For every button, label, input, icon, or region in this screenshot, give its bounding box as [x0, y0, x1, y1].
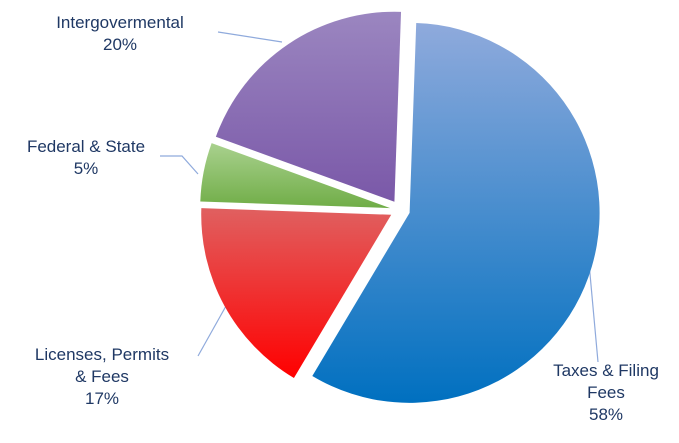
label-intergovernmental: Intergovermental 20% — [20, 12, 220, 56]
label-taxes-name-line1: Taxes & Filing — [553, 361, 659, 380]
pie-slice-licenses — [201, 208, 392, 378]
pie-slice-taxes — [312, 22, 600, 403]
label-taxes-name-line2: Fees — [587, 383, 625, 402]
pie-slices — [200, 11, 600, 403]
label-licenses-pct: 17% — [84, 389, 120, 408]
leader-line-licenses — [197, 305, 227, 357]
label-federal-state-name: Federal & State — [26, 137, 146, 156]
pie-slice-federal — [200, 143, 391, 209]
label-federal-state-pct: 5% — [73, 159, 99, 178]
label-taxes-filing-fees: Taxes & Filing Fees 58% — [536, 360, 676, 426]
label-intergovernmental-pct: 20% — [102, 35, 138, 54]
label-licenses-name-line2: & Fees — [75, 367, 129, 386]
pie-slice-intergov — [215, 11, 402, 202]
leader-line-intergov — [217, 31, 283, 43]
label-taxes-pct: 58% — [588, 405, 624, 424]
leader-line-federal — [160, 155, 199, 175]
label-intergovernmental-name: Intergovermental — [56, 13, 184, 32]
label-licenses-name-line1: Licenses, Permits — [34, 345, 170, 364]
label-federal-state: Federal & State 5% — [4, 136, 168, 180]
label-licenses-permits-fees: Licenses, Permits & Fees 17% — [6, 344, 198, 410]
